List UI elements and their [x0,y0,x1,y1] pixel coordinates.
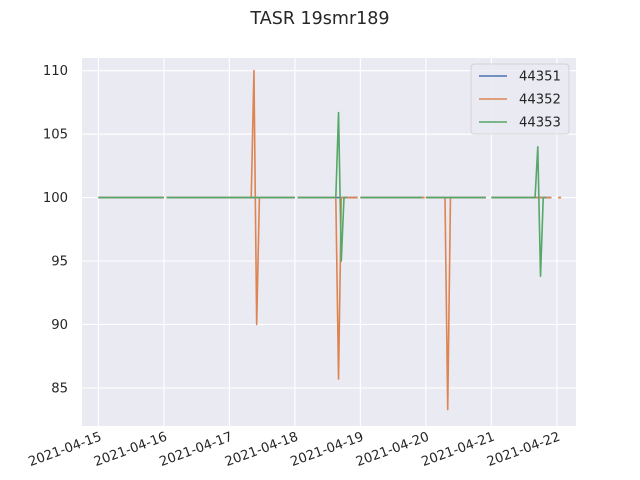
legend: 44351 44352 44353 [470,63,570,135]
legend-label-44353: 44353 [519,116,561,131]
legend-frame [470,63,570,135]
y-tick-label: 85 [51,381,68,396]
legend-label-44352: 44352 [519,93,561,108]
series-lines [98,69,552,411]
y-axis: 85 90 95 100 105 110 [43,64,68,396]
y-tick-label: 110 [43,64,68,79]
y-tick-label: 90 [51,318,68,333]
y-tick-label: 105 [43,128,68,143]
y-tick-label: 100 [43,191,68,206]
series-line-44353 [491,146,546,278]
chart-title: TASR 19smr189 [249,9,389,29]
series-line-44353 [297,111,347,262]
legend-label-44351: 44351 [519,70,561,85]
y-tick-label: 95 [51,255,68,270]
